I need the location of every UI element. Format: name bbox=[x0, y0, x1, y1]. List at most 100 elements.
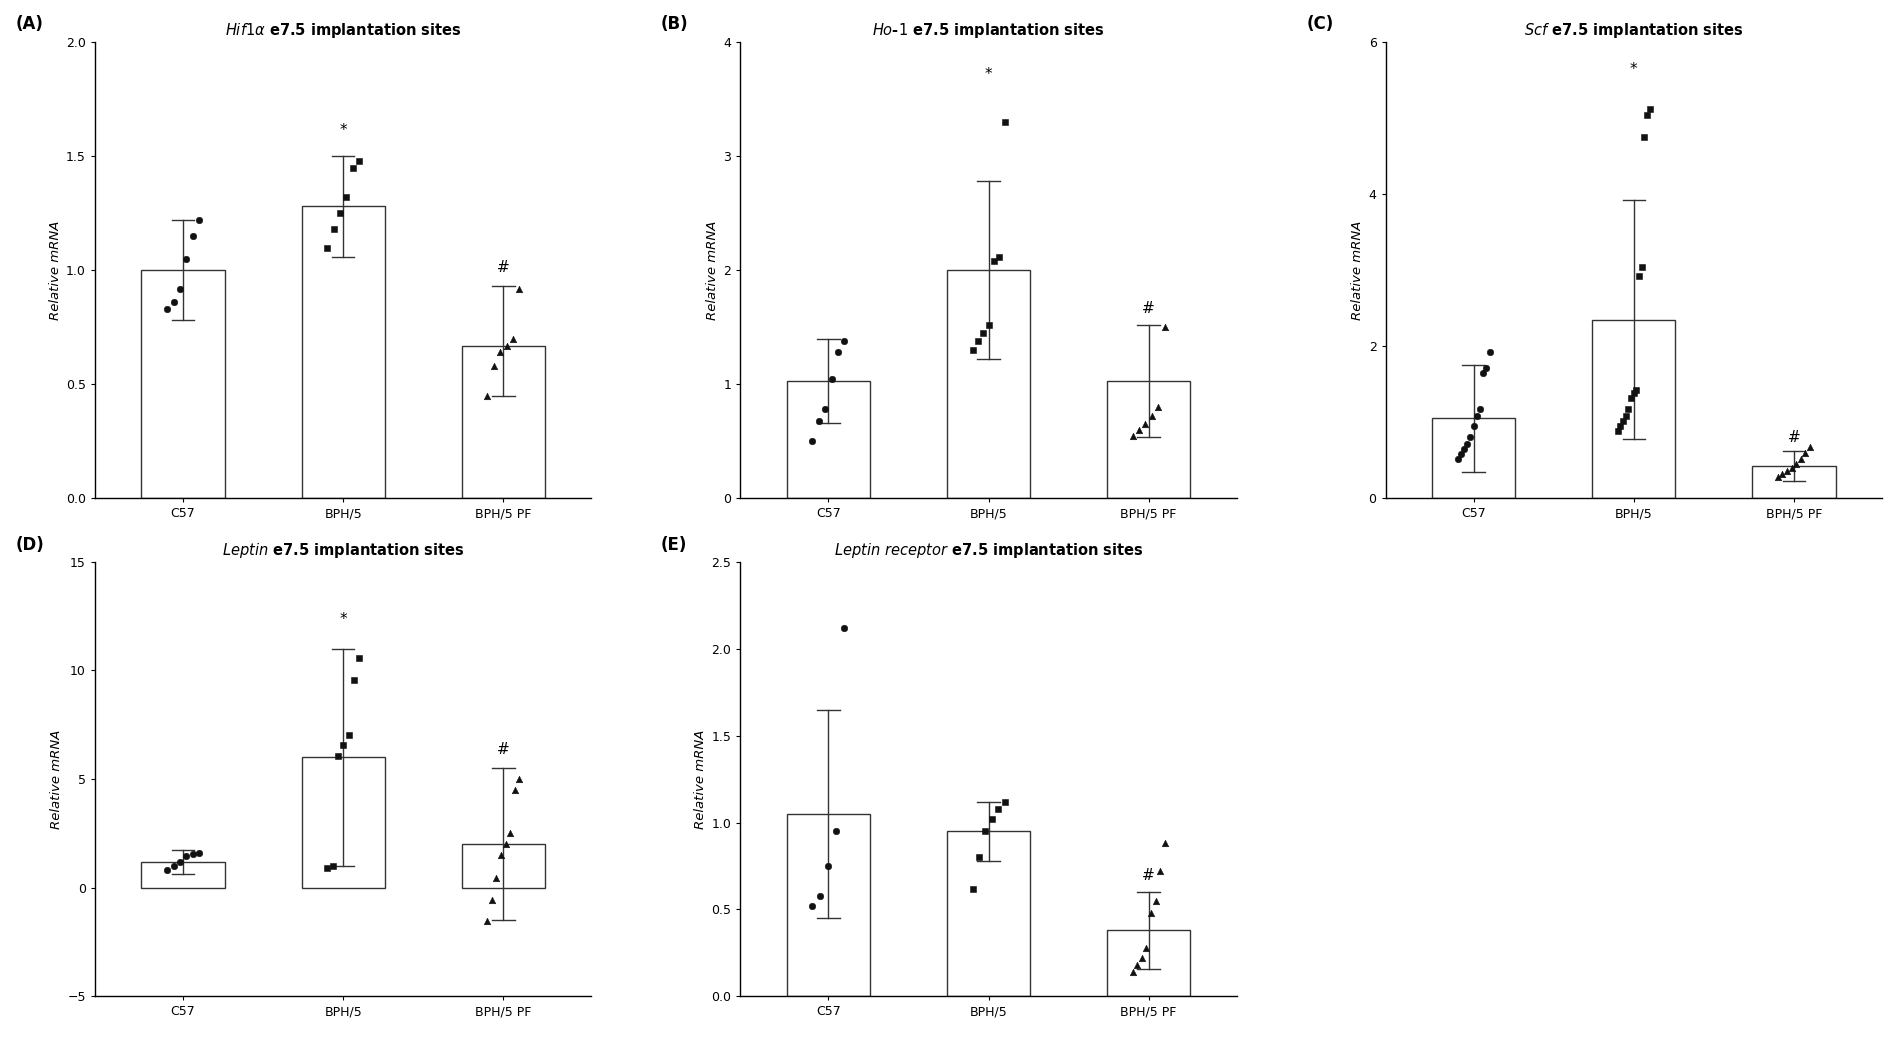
Point bbox=[829, 619, 859, 636]
Point bbox=[1616, 389, 1646, 406]
Point bbox=[1776, 459, 1806, 476]
Point bbox=[1768, 465, 1798, 482]
Point bbox=[1122, 956, 1152, 973]
Point bbox=[958, 880, 989, 897]
Point bbox=[177, 228, 207, 245]
Y-axis label: Relative mRNA: Relative mRNA bbox=[49, 220, 63, 320]
Point bbox=[816, 370, 846, 387]
Point bbox=[985, 248, 1015, 265]
Title: $\mathit{Scf}$ e7.5 implantation sites: $\mathit{Scf}$ e7.5 implantation sites bbox=[1525, 21, 1743, 40]
Point bbox=[977, 811, 1008, 828]
Title: $\mathit{Leptin\ receptor}$ e7.5 implantation sites: $\mathit{Leptin\ receptor}$ e7.5 implant… bbox=[835, 541, 1143, 560]
Point bbox=[319, 220, 350, 237]
Point bbox=[1123, 421, 1154, 439]
Point bbox=[1141, 893, 1171, 909]
Text: (A): (A) bbox=[15, 15, 44, 33]
Y-axis label: Relative mRNA: Relative mRNA bbox=[1352, 220, 1365, 320]
Point bbox=[797, 898, 827, 915]
Point bbox=[1144, 863, 1175, 880]
Point bbox=[1475, 343, 1506, 360]
Point bbox=[983, 800, 1013, 817]
Point bbox=[177, 846, 207, 863]
Bar bbox=[1431, 419, 1515, 498]
Point bbox=[171, 250, 202, 267]
Point bbox=[1131, 416, 1162, 432]
Point bbox=[1443, 450, 1473, 467]
Point bbox=[184, 844, 215, 861]
Point bbox=[1131, 939, 1162, 956]
Point bbox=[964, 849, 994, 866]
Text: (B): (B) bbox=[662, 15, 688, 33]
Point bbox=[1785, 450, 1815, 467]
Point bbox=[158, 294, 188, 311]
Title: $\mathit{Leptin}$ e7.5 implantation sites: $\mathit{Leptin}$ e7.5 implantation site… bbox=[222, 541, 464, 560]
Point bbox=[504, 771, 534, 788]
Point bbox=[1608, 412, 1639, 429]
Point bbox=[500, 781, 530, 798]
Point bbox=[797, 432, 827, 449]
Point bbox=[1623, 268, 1654, 285]
Point bbox=[344, 650, 374, 667]
Point bbox=[962, 333, 992, 350]
Point bbox=[471, 387, 502, 404]
Point bbox=[1143, 399, 1173, 416]
Point bbox=[1127, 950, 1158, 967]
Text: #: # bbox=[496, 742, 509, 757]
Point bbox=[1762, 469, 1793, 485]
Point bbox=[1462, 408, 1492, 425]
Point bbox=[323, 747, 354, 764]
Point bbox=[829, 333, 859, 350]
Point bbox=[1629, 129, 1660, 146]
Point bbox=[1466, 400, 1496, 417]
Point bbox=[979, 252, 1009, 269]
Bar bbox=[141, 862, 224, 888]
Point bbox=[1150, 319, 1181, 336]
Text: *: * bbox=[985, 67, 992, 83]
Bar bbox=[787, 814, 871, 996]
Point bbox=[171, 848, 202, 865]
Point bbox=[1781, 456, 1812, 473]
Y-axis label: Relative mRNA: Relative mRNA bbox=[694, 729, 707, 829]
Point bbox=[165, 280, 196, 297]
Text: (D): (D) bbox=[15, 535, 44, 553]
Point bbox=[1614, 400, 1644, 417]
Point bbox=[490, 835, 521, 852]
Point bbox=[1603, 423, 1633, 440]
Point bbox=[471, 913, 502, 930]
Point bbox=[1604, 418, 1635, 435]
Bar bbox=[1593, 320, 1675, 498]
Point bbox=[1471, 359, 1502, 376]
Point bbox=[1137, 408, 1167, 425]
Point bbox=[317, 858, 348, 874]
Text: *: * bbox=[340, 612, 348, 626]
Title: $\mathit{Ho}$-$\mathit{1}$ e7.5 implantation sites: $\mathit{Ho}$-$\mathit{1}$ e7.5 implanta… bbox=[873, 21, 1104, 40]
Bar bbox=[462, 844, 546, 888]
Point bbox=[312, 860, 342, 877]
Bar bbox=[947, 831, 1030, 996]
Point bbox=[1635, 101, 1665, 118]
Point bbox=[158, 858, 188, 874]
Point bbox=[152, 862, 182, 879]
Bar bbox=[1106, 931, 1190, 996]
Point bbox=[1449, 440, 1479, 457]
Y-axis label: Relative mRNA: Relative mRNA bbox=[49, 729, 63, 829]
Point bbox=[823, 343, 854, 360]
Point bbox=[504, 280, 534, 297]
Bar bbox=[141, 270, 224, 498]
Point bbox=[487, 846, 517, 863]
Point bbox=[333, 726, 363, 743]
Point bbox=[1627, 258, 1658, 275]
Point bbox=[477, 891, 508, 908]
Point bbox=[970, 823, 1000, 840]
Point bbox=[989, 113, 1019, 130]
Point bbox=[1135, 904, 1165, 921]
Bar bbox=[947, 270, 1030, 498]
Point bbox=[810, 401, 840, 418]
Point bbox=[152, 301, 182, 318]
Point bbox=[338, 159, 369, 176]
Point bbox=[490, 337, 521, 354]
Point bbox=[1452, 435, 1483, 452]
Point bbox=[958, 341, 989, 358]
Bar bbox=[1106, 381, 1190, 498]
Point bbox=[344, 153, 374, 170]
